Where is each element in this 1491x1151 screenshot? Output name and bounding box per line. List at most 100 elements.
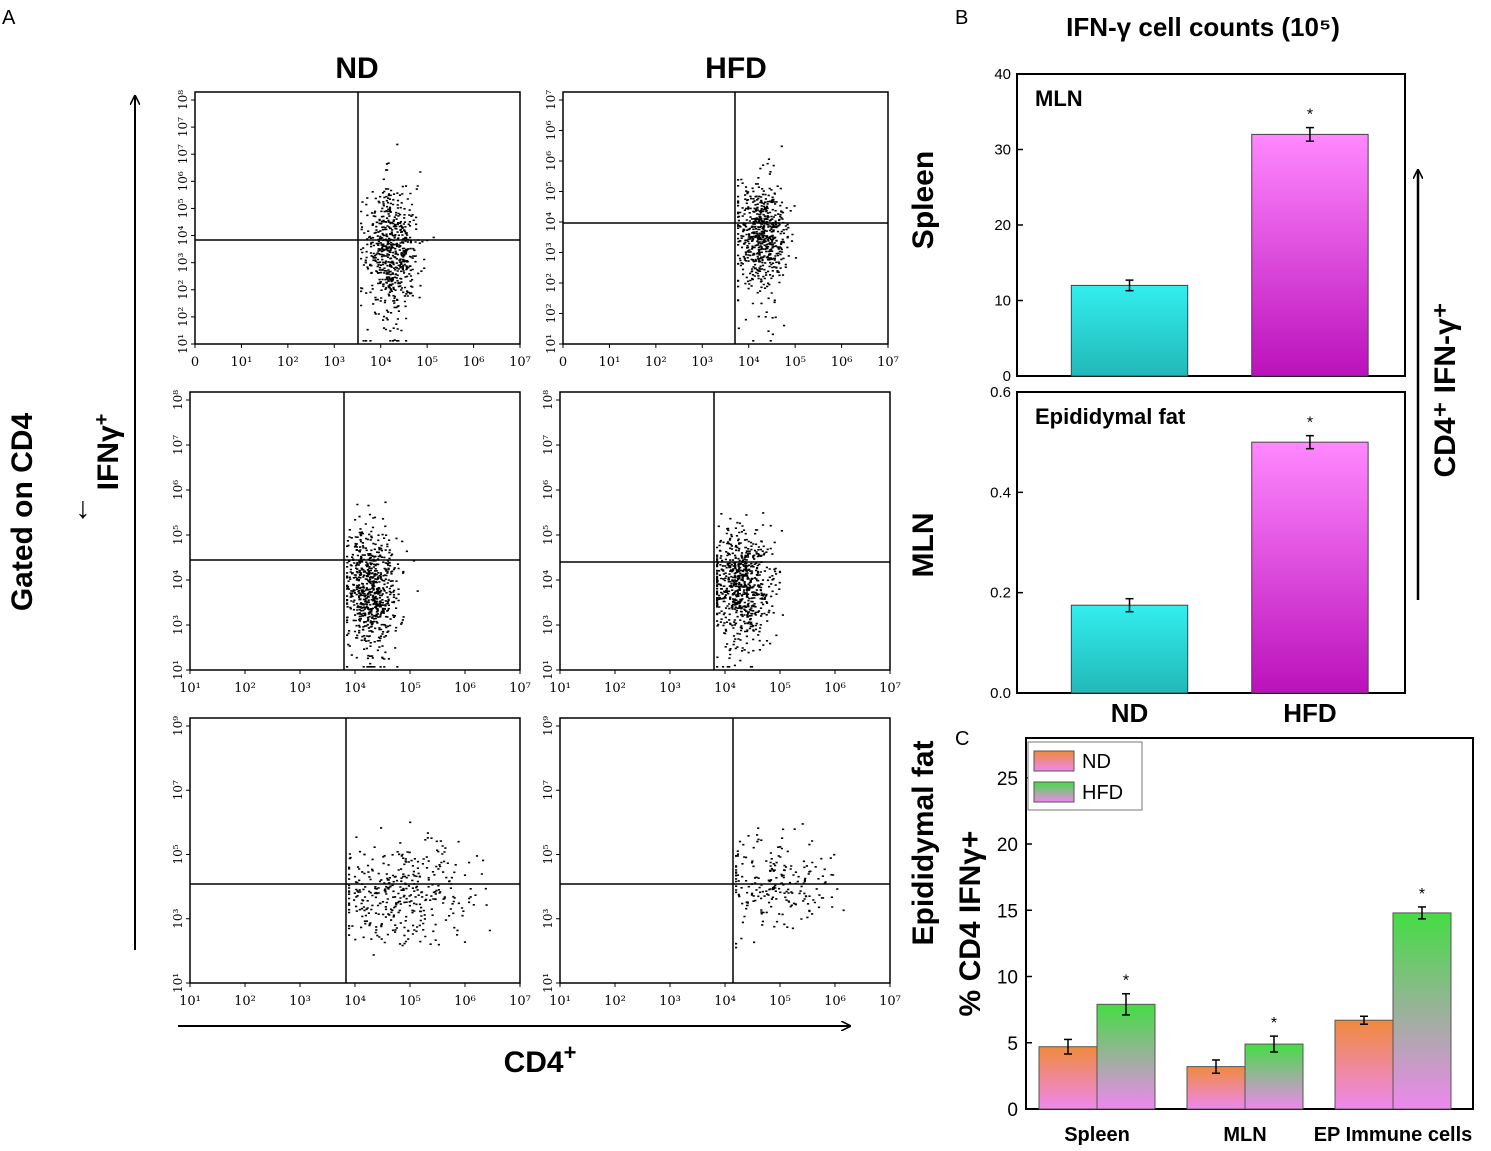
y-tick-label: 10¹ [171, 973, 185, 993]
y-tick-label: 25 [997, 769, 1018, 790]
chart-b-epididymal: 0.0 0.2 0.4 0.6 Epididymal fat * ND HFD [990, 384, 1406, 728]
y-tick-label: 10³ [541, 615, 555, 635]
x-tick-label: 10⁶ [824, 994, 846, 1009]
flow-plot-mln_nd: 10¹ 10² 10³ 10⁴ 10⁵ 10⁶ 10⁷ 10¹ 10³ 10⁴ 10⁵ 10⁶ 10⁷ 1… [171, 390, 531, 696]
y-tick-label: 10⁷ [176, 144, 190, 164]
flow-plot-frame [562, 91, 889, 345]
cd4-x-axis-label: CD4+ [504, 1040, 577, 1079]
y-tick-label: 10⁷ [176, 117, 190, 137]
cell-events [346, 501, 419, 668]
y-tick-label: 10⁸ [541, 390, 555, 410]
significance-star: * [1307, 107, 1313, 124]
y-tick-label: 10¹ [541, 973, 555, 993]
y-tick-label: 0.4 [990, 484, 1011, 501]
significance-star: * [1123, 973, 1129, 990]
y-tick-label: 30 [994, 142, 1011, 159]
x-tick-label: 0 [191, 355, 199, 370]
chart-inner-label: MLN [1035, 86, 1083, 111]
x-tick-label: 10⁴ [344, 681, 366, 696]
significance-star: * [1419, 886, 1425, 903]
y-tick-label: 10¹ [544, 334, 558, 354]
x-tick-label: 10² [645, 355, 667, 370]
x-tick-label: 10⁴ [370, 355, 392, 370]
bar-nd [1070, 604, 1189, 694]
cell-events [348, 821, 491, 956]
flow-plot-spleen_hfd: 0 10¹ 10² 10³ 10⁴ 10⁵ 10⁶ 10⁷10¹10²10²10³10⁴10⁵… [544, 90, 899, 370]
y-tick-label: 0.6 [990, 384, 1011, 401]
significance-star: * [1307, 415, 1313, 432]
legend-swatch-nd [1033, 750, 1075, 772]
cell-events [360, 143, 435, 342]
x-tick-label: 10⁷ [509, 355, 531, 370]
y-tick-label: 10⁶ [176, 171, 190, 191]
y-tick-label: 10⁹ [171, 716, 185, 736]
x-tick-label: 10⁴ [714, 994, 736, 1009]
x-tick-label: 10⁶ [463, 355, 485, 370]
y-tick-label: 0.0 [990, 685, 1011, 702]
x-tick-label: 10⁶ [454, 681, 476, 696]
y-tick-label: 10 [997, 968, 1018, 989]
x-tick-label: 10³ [691, 355, 713, 370]
x-tick-label: 10³ [659, 681, 681, 696]
x-tick-label: 10¹ [179, 681, 201, 696]
flow-plot-spleen_nd: 0 10¹ 10² 10³ 10⁴ 10⁵ 10⁶ 10⁷10¹10²10²10³10⁴10⁵… [176, 90, 531, 370]
y-tick-label: 10⁷ [171, 435, 185, 455]
x-tick-label: 10¹ [549, 681, 571, 696]
row-label-spleen: Spleen [907, 151, 940, 249]
bar-nd-2 [1334, 1019, 1394, 1110]
y-tick-label: 10⁵ [171, 525, 185, 545]
flow-plot-frame [189, 391, 521, 671]
y-tick-label: 10⁹ [541, 716, 555, 736]
legend-swatch-hfd [1033, 781, 1075, 803]
y-tick-label: 0.2 [990, 585, 1011, 602]
chart-frame [1016, 391, 1406, 694]
bar-hfd [1251, 441, 1369, 694]
y-tick-label: 5 [1007, 1034, 1018, 1055]
y-tick-label: 10³ [176, 252, 190, 272]
x-tick-label: 10⁷ [509, 681, 531, 696]
x-category-label: Spleen [1064, 1124, 1130, 1146]
y-tick-label: 10² [544, 303, 558, 323]
row-label-mln: MLN [907, 513, 940, 578]
chart-b-mln: 0 10 20 30 40 MLN * [994, 66, 1406, 385]
x-category-label: EP Immune cells [1314, 1124, 1473, 1146]
x-category-label: HFD [1283, 698, 1336, 728]
cell-events [737, 145, 798, 342]
x-tick-label: 10⁵ [769, 994, 791, 1009]
y-tick-label: 10⁴ [171, 570, 185, 590]
x-tick-label: 10⁵ [769, 681, 791, 696]
x-tick-label: 10² [604, 681, 626, 696]
y-tick-label: 10¹ [541, 660, 555, 680]
flow-plot-fat_nd: 10¹ 10² 10³ 10⁴ 10⁵ 10⁶ 10⁷ 10¹ 10³ 10⁵ 10⁷ 10⁹ [171, 716, 531, 1009]
x-tick-label: 10¹ [549, 994, 571, 1009]
bar-nd [1070, 284, 1189, 377]
y-tick-label: 10³ [541, 909, 555, 929]
legend: ND HFD [1027, 741, 1143, 811]
bar-nd-0 [1038, 1046, 1098, 1110]
y-tick-label: 10⁶ [541, 480, 555, 500]
chart-inner-label: Epididymal fat [1035, 404, 1186, 429]
x-tick-label: 10⁷ [877, 355, 899, 370]
x-category-label: MLN [1223, 1124, 1266, 1146]
y-tick-label: 10⁷ [541, 780, 555, 800]
bar-hfd [1251, 133, 1369, 377]
y-tick-label: 10⁵ [544, 181, 558, 201]
y-tick-label: 10⁵ [541, 525, 555, 545]
legend-label: ND [1082, 751, 1111, 773]
gated-arrow-glyph: → [71, 495, 104, 525]
x-tick-label: 10⁶ [831, 355, 853, 370]
y-tick-label: 10 [994, 293, 1011, 310]
cd4-ifng-side-label: CD4⁺ IFN-γ⁺ [1429, 302, 1462, 477]
flow-plot-frame [559, 717, 891, 984]
x-tick-label: 10⁴ [738, 355, 760, 370]
x-tick-label: 10⁵ [416, 355, 438, 370]
y-tick-label: 10⁵ [171, 844, 185, 864]
x-tick-label: 10⁷ [509, 994, 531, 1009]
panel-b-title: IFN-γ cell counts (10⁵) [1066, 12, 1340, 42]
chart-c: 0 5 10 15 20 25 % CD4 IFNγ+ * Spleen * MLN * EP Immu… [954, 737, 1474, 1146]
y-tick-label: 10⁴ [544, 212, 558, 232]
x-category-label: ND [1111, 698, 1149, 728]
x-tick-label: 10⁷ [879, 681, 901, 696]
y-tick-label: 10⁶ [544, 151, 558, 171]
y-tick-label: 20 [994, 217, 1011, 234]
